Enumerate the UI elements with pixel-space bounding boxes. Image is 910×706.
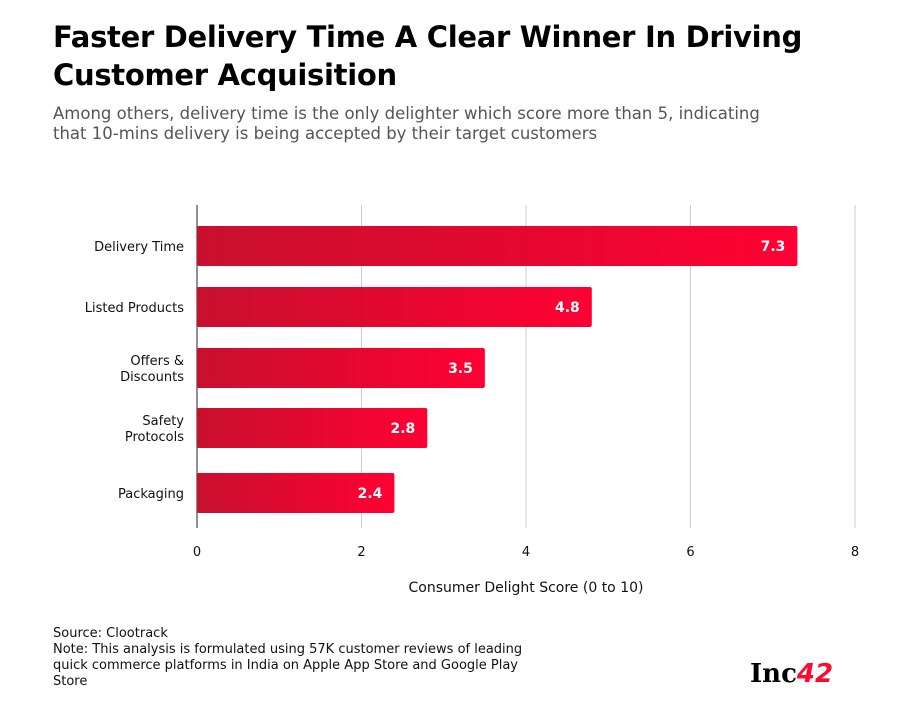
footnotes: Source: Clootrack Note: This analysis is… [53, 626, 533, 690]
inc42-logo: Inc42 [750, 659, 834, 689]
bar-value-label: 2.4 [358, 486, 383, 502]
x-axis-label: Consumer Delight Score (0 to 10) [409, 580, 644, 596]
x-tick-label: 4 [522, 545, 530, 560]
bar-value-label: 2.8 [390, 421, 415, 437]
x-tick-label: 6 [686, 545, 694, 560]
bar [197, 473, 395, 513]
bar-chart: 0 2 4 6 8 7.3 Delivery Time 4.8 Listed Products 3… [85, 205, 859, 596]
page-title: Faster Delivery Time A Clear Winner In D… [53, 20, 803, 92]
subtitle: Among others, delivery time is the only … [53, 104, 760, 143]
category-label: Discounts [120, 370, 184, 385]
bar-value-label: 3.5 [448, 361, 473, 377]
x-tick-label: 8 [851, 545, 859, 560]
bar-value-label: 7.3 [761, 239, 786, 255]
bar-value-label: 4.8 [555, 300, 580, 316]
bar [197, 348, 485, 388]
bar [197, 287, 592, 327]
note-text: Note: This analysis is formulated using … [53, 642, 523, 689]
category-label: Delivery Time [94, 240, 184, 255]
source-text: Source: Clootrack [53, 626, 168, 641]
category-label: Offers & [130, 354, 184, 369]
category-label: Safety [142, 414, 184, 429]
bar [197, 408, 428, 448]
category-label: Listed Products [85, 301, 184, 316]
category-label: Protocols [125, 430, 184, 445]
category-label: Packaging [118, 487, 184, 502]
bar [197, 226, 798, 266]
x-tick-label: 2 [357, 545, 365, 560]
x-tick-label: 0 [193, 545, 201, 560]
